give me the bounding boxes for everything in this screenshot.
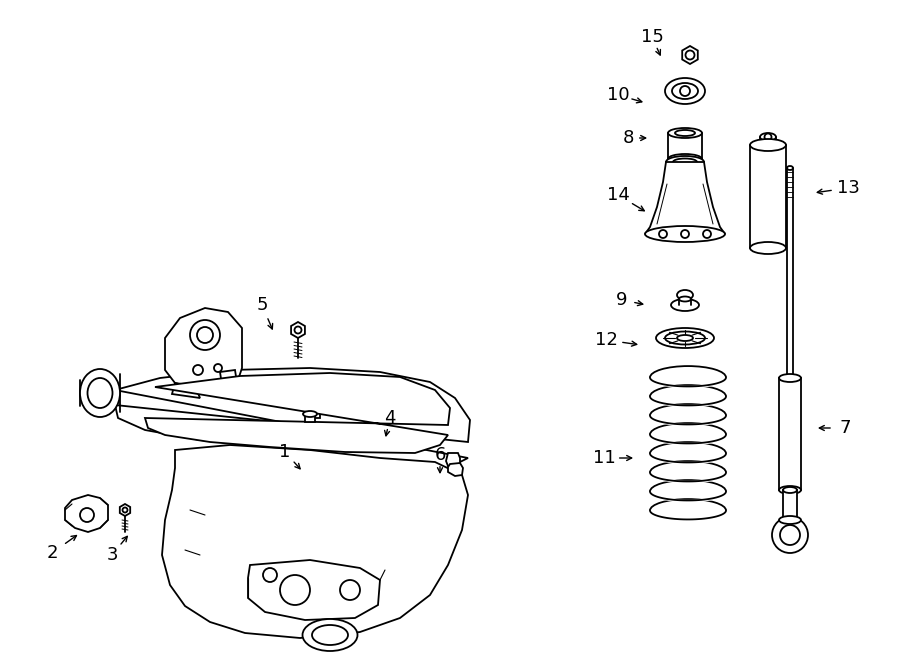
Circle shape (280, 575, 310, 605)
Polygon shape (448, 463, 463, 476)
Ellipse shape (782, 377, 798, 383)
Ellipse shape (675, 130, 695, 136)
Text: 4: 4 (384, 409, 396, 427)
Ellipse shape (312, 625, 348, 645)
Text: 5: 5 (256, 296, 268, 314)
Text: 3: 3 (106, 546, 118, 564)
Circle shape (190, 320, 220, 350)
Circle shape (214, 364, 222, 372)
Circle shape (197, 327, 213, 343)
Ellipse shape (668, 128, 702, 138)
Polygon shape (291, 322, 305, 338)
Ellipse shape (673, 159, 697, 165)
Circle shape (310, 390, 320, 400)
Ellipse shape (671, 299, 699, 311)
Circle shape (659, 230, 667, 238)
Circle shape (122, 508, 128, 512)
Circle shape (764, 134, 771, 141)
Circle shape (294, 327, 302, 334)
Ellipse shape (665, 78, 705, 104)
Bar (783, 490, 797, 520)
Ellipse shape (656, 328, 714, 348)
Ellipse shape (87, 378, 112, 408)
Text: 13: 13 (837, 179, 859, 197)
Ellipse shape (783, 487, 797, 493)
Bar (305, 414, 315, 422)
Circle shape (681, 230, 689, 238)
Ellipse shape (665, 332, 705, 344)
Polygon shape (682, 46, 698, 64)
Polygon shape (220, 370, 237, 385)
Ellipse shape (760, 133, 776, 141)
Circle shape (680, 86, 690, 96)
Text: 9: 9 (616, 291, 628, 309)
Ellipse shape (672, 83, 698, 99)
Ellipse shape (679, 297, 691, 301)
Text: 11: 11 (592, 449, 616, 467)
Ellipse shape (666, 156, 704, 168)
Circle shape (340, 580, 360, 600)
Polygon shape (115, 368, 470, 468)
Circle shape (193, 365, 203, 375)
Text: 2: 2 (46, 544, 58, 562)
Polygon shape (172, 383, 200, 398)
Ellipse shape (787, 166, 793, 170)
Polygon shape (248, 560, 380, 620)
Text: 6: 6 (435, 446, 446, 464)
Text: 8: 8 (622, 129, 634, 147)
Circle shape (686, 50, 695, 59)
Text: 15: 15 (641, 28, 663, 46)
Ellipse shape (303, 411, 317, 417)
Text: 1: 1 (279, 443, 291, 461)
Text: 10: 10 (607, 86, 629, 104)
Text: 12: 12 (595, 331, 617, 349)
Ellipse shape (668, 154, 702, 164)
Ellipse shape (645, 226, 725, 242)
Ellipse shape (779, 516, 801, 524)
Ellipse shape (677, 290, 693, 300)
Ellipse shape (750, 139, 786, 151)
Ellipse shape (779, 486, 801, 494)
Bar (310, 413, 320, 418)
Polygon shape (162, 445, 468, 638)
Circle shape (703, 230, 711, 238)
Polygon shape (120, 504, 130, 516)
Polygon shape (145, 373, 450, 453)
Bar (779, 378, 801, 490)
Text: 14: 14 (607, 186, 629, 204)
Ellipse shape (779, 374, 801, 382)
Circle shape (772, 517, 808, 553)
Polygon shape (645, 162, 725, 234)
Ellipse shape (677, 335, 693, 341)
Circle shape (80, 508, 94, 522)
Polygon shape (65, 495, 108, 532)
Ellipse shape (302, 619, 357, 651)
Polygon shape (165, 308, 242, 388)
Circle shape (780, 525, 800, 545)
Polygon shape (446, 453, 460, 466)
Text: 7: 7 (839, 419, 850, 437)
Ellipse shape (80, 369, 120, 417)
Ellipse shape (750, 242, 786, 254)
Circle shape (263, 568, 277, 582)
